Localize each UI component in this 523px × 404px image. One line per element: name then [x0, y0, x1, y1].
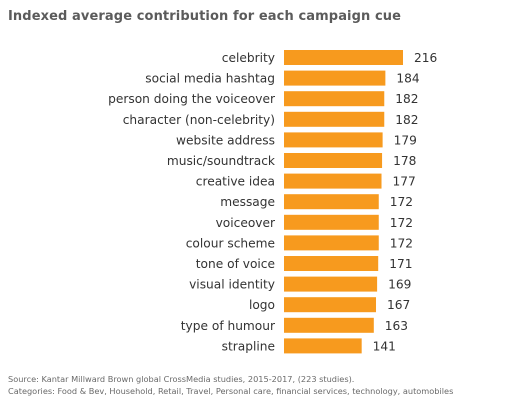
value-label: 169 — [388, 278, 411, 292]
bar — [284, 173, 382, 189]
category-label: message — [220, 195, 275, 209]
category-label: type of humour — [181, 319, 276, 333]
value-label: 178 — [393, 154, 416, 168]
bar — [284, 276, 378, 292]
bar — [284, 235, 379, 251]
category-label: person doing the voiceover — [108, 92, 276, 106]
bar — [284, 70, 386, 86]
bar — [284, 214, 379, 230]
value-label: 141 — [373, 339, 396, 353]
bar — [284, 317, 374, 333]
category-label: character (non-celebrity) — [123, 113, 275, 127]
categories-line: Categories: Food & Bev, Household, Retai… — [8, 386, 454, 396]
value-label: 182 — [395, 113, 418, 127]
bar — [284, 50, 403, 65]
category-label: colour scheme — [186, 236, 275, 250]
bar-chart: celebrity 216 social media hashtag 184 perso… — [108, 50, 437, 354]
category-label: celebrity — [222, 51, 275, 65]
value-label: 167 — [387, 298, 410, 312]
value-label: 182 — [395, 92, 418, 106]
source-note: Source: Kantar Millward Brown global Cro… — [8, 373, 453, 397]
value-label: 216 — [414, 51, 437, 65]
value-label: 184 — [396, 72, 420, 86]
bar — [284, 297, 377, 313]
category-label: strapline — [222, 339, 275, 353]
category-label: voiceover — [216, 216, 276, 230]
bar — [284, 256, 379, 271]
category-label: music/soundtrack — [167, 154, 276, 168]
category-label: logo — [249, 298, 275, 312]
bar — [284, 153, 383, 168]
source-line: Source: Kantar Millward Brown global Cro… — [8, 374, 355, 384]
value-label: 172 — [390, 236, 413, 250]
bar — [284, 338, 362, 354]
bar — [284, 194, 379, 210]
value-label: 163 — [385, 319, 408, 333]
value-label: 172 — [390, 216, 413, 230]
category-label: tone of voice — [196, 257, 275, 271]
chart-title: Indexed average contribution for each ca… — [8, 9, 402, 24]
category-label: creative idea — [196, 175, 275, 189]
value-label: 171 — [389, 257, 412, 271]
bar — [284, 132, 383, 148]
bar — [284, 91, 385, 107]
category-label: social media hashtag — [145, 72, 275, 86]
category-label: visual identity — [189, 278, 275, 292]
category-label: website address — [176, 133, 275, 147]
bar — [284, 111, 385, 127]
value-label: 177 — [393, 175, 416, 189]
value-label: 172 — [390, 195, 413, 209]
value-label: 179 — [394, 133, 417, 147]
